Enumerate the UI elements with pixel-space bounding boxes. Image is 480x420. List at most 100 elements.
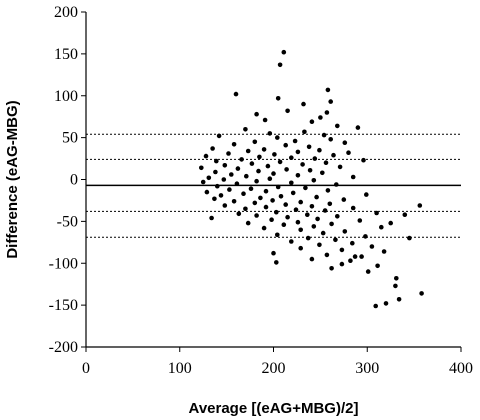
data-point <box>323 160 329 165</box>
data-point <box>233 91 239 97</box>
data-point <box>348 258 353 264</box>
data-point <box>275 96 281 101</box>
data-point <box>274 209 279 215</box>
data-point <box>271 171 276 176</box>
data-point <box>275 232 280 238</box>
data-point <box>302 129 307 135</box>
data-point <box>267 176 273 181</box>
data-point <box>256 168 261 174</box>
data-point <box>334 182 339 187</box>
data-point <box>407 235 412 241</box>
data-point <box>396 297 402 302</box>
data-point <box>312 156 318 161</box>
data-point <box>317 242 322 248</box>
data-point <box>215 183 220 189</box>
x-tick-label: 400 <box>449 360 473 377</box>
data-point <box>318 115 323 120</box>
data-point <box>381 249 387 254</box>
data-point <box>328 99 334 104</box>
data-point <box>216 133 222 139</box>
data-point <box>254 111 259 117</box>
data-point <box>199 165 204 171</box>
y-tick-label: -150 <box>49 297 78 314</box>
data-point <box>329 221 334 227</box>
data-point <box>244 173 249 179</box>
data-point <box>295 173 301 178</box>
data-point <box>277 62 283 68</box>
y-tick-label: 0 <box>70 172 78 189</box>
data-point <box>363 234 368 239</box>
data-point <box>305 235 311 241</box>
data-point <box>350 205 356 211</box>
data-point <box>314 194 319 200</box>
data-point <box>292 138 298 144</box>
y-tick-label: 200 <box>54 4 78 21</box>
x-tick-label: 0 <box>82 360 90 377</box>
y-tick-label: -100 <box>49 255 78 272</box>
data-point <box>346 150 351 155</box>
data-point <box>261 225 267 231</box>
data-point <box>359 254 364 259</box>
data-point <box>271 250 276 256</box>
data-point <box>284 167 289 172</box>
data-point <box>254 213 259 218</box>
data-point <box>243 206 248 212</box>
data-point <box>388 220 394 226</box>
data-point <box>333 237 338 243</box>
data-point <box>210 146 215 151</box>
data-point <box>339 247 345 253</box>
data-point <box>327 201 333 207</box>
data-point <box>209 215 214 221</box>
data-point <box>254 178 259 184</box>
x-tick-label: 200 <box>262 360 286 377</box>
data-point <box>283 202 289 207</box>
data-point <box>274 260 279 265</box>
data-point <box>383 301 389 306</box>
data-point <box>298 227 304 233</box>
data-point <box>270 198 275 203</box>
data-point <box>236 211 242 217</box>
data-point <box>315 216 320 222</box>
data-point <box>303 185 308 191</box>
data-point <box>394 276 399 281</box>
data-point <box>263 204 269 210</box>
data-point <box>213 169 218 175</box>
data-point <box>257 154 262 160</box>
data-point <box>324 252 330 258</box>
data-point <box>212 196 217 202</box>
data-point <box>298 245 304 251</box>
x-tick-label: 100 <box>168 360 192 377</box>
data-point <box>355 125 361 130</box>
data-point <box>350 174 356 180</box>
axes <box>81 11 462 352</box>
data-point <box>419 291 424 296</box>
data-point <box>402 212 408 217</box>
data-point <box>222 203 228 208</box>
data-point <box>261 147 267 152</box>
data-point <box>298 199 304 205</box>
data-point <box>281 222 287 227</box>
data-point <box>301 101 306 107</box>
data-point <box>267 131 273 136</box>
data-point <box>227 187 232 192</box>
data-point <box>289 239 294 244</box>
data-point <box>289 155 294 160</box>
data-point <box>281 49 287 55</box>
data-point <box>245 220 251 226</box>
data-point <box>214 158 219 164</box>
data-point <box>324 110 330 115</box>
data-point <box>249 161 255 166</box>
data-point <box>331 152 336 158</box>
data-point <box>393 283 398 289</box>
data-point <box>335 214 340 219</box>
data-point <box>322 208 328 213</box>
data-point <box>361 157 366 163</box>
data-point <box>309 119 315 124</box>
data-point <box>364 192 369 197</box>
data-point <box>350 240 355 246</box>
data-point <box>221 177 227 182</box>
data-point <box>295 149 301 155</box>
data-point <box>278 194 284 199</box>
